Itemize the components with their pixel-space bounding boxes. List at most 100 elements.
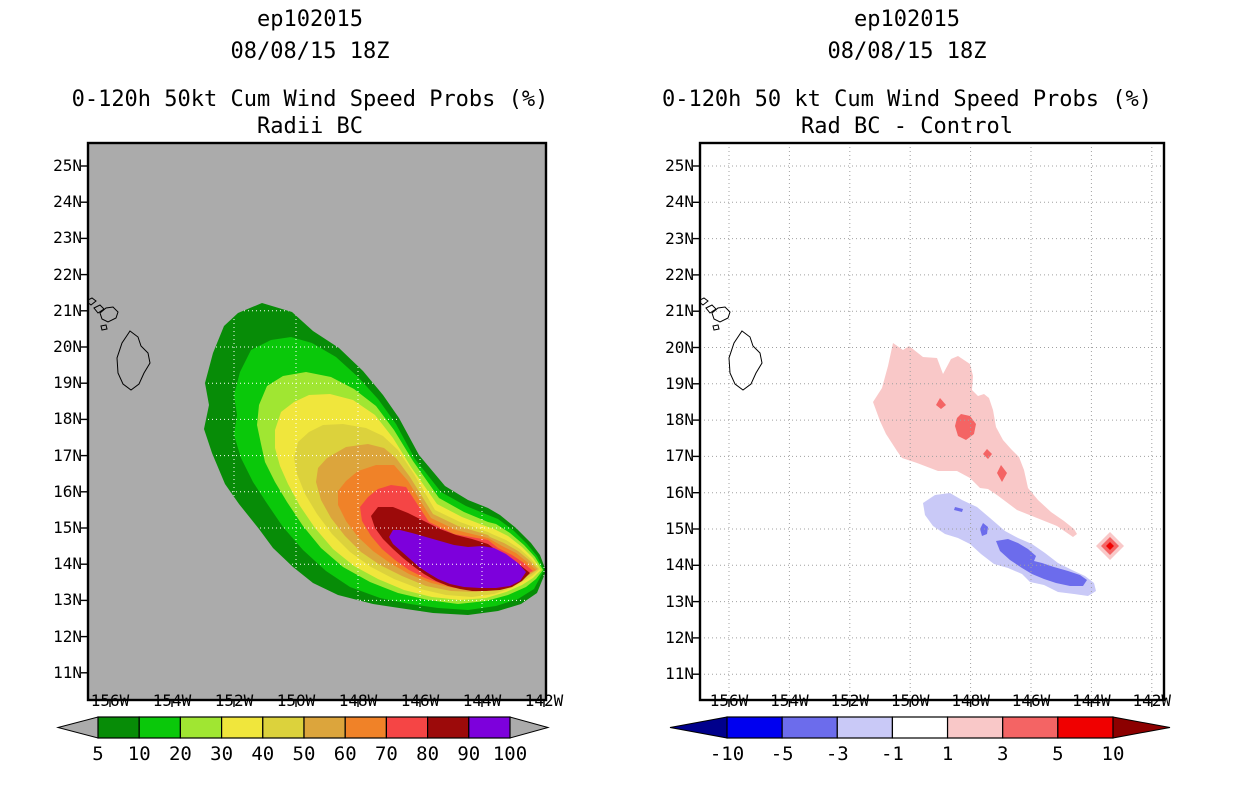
colorbar-label: -3 [826,743,849,765]
coastline-maui [711,306,731,323]
colorbar-label: 5 [1052,743,1063,765]
colorbar-right: -10 -5 -3 -1 1 3 5 10 [669,716,1171,765]
colorbar-cell [344,716,388,739]
contour-region-level--3 [996,539,1087,586]
colorbar-cell [262,716,305,739]
lon-tick-label: 148W [338,691,378,710]
colorbar-label: 50 [293,743,316,765]
colorbar-under-arrow [669,716,728,739]
lat-tick-label: 18N [53,409,82,429]
colorbar-label: 10 [128,743,151,765]
lat-tick-label: 11N [53,662,82,682]
lat-tick-label: 25N [665,156,694,175]
experiment-subtitle: Rad BC - Control [801,114,1013,139]
contour-region-level-90 [389,530,526,588]
lon-tick-label: 156W [709,691,749,710]
lat-tick-label: 23N [665,228,694,248]
probs-subtitle: 0-120h 50kt Cum Wind Speed Probs (%) [71,87,549,112]
colorbar-cell [726,716,783,739]
colorbar-cell [836,716,894,739]
colorbar-label: 20 [169,743,192,765]
coastline-kahoolawe [100,324,108,331]
contour-region-level--3 [954,507,963,512]
lon-tick-label: 146W [1011,691,1051,710]
lon-tick-label: 154W [770,691,809,710]
colorbar-cell [427,716,470,739]
colorbar-label: 30 [210,743,233,765]
colorbar-label: -10 [710,743,744,765]
lat-tick-label: 16N [53,481,82,501]
lon-tick-label: 146W [400,691,440,710]
lat-tick-label: 24N [53,192,82,212]
panel-left: ep102015 08/08/15 18Z 0-120h 50kt Cum Wi… [53,7,564,766]
colorbar-cell [468,716,511,739]
colorbar-label: 5 [92,743,103,765]
colorbar-cell [138,716,181,739]
colorbar-cell [781,716,838,739]
lat-tick-label: 15N [665,519,694,538]
map-right [693,141,1166,707]
probs-subtitle: 0-120h 50 kt Cum Wind Speed Probs (%) [661,87,1153,112]
lon-tick-label: 152W [830,691,870,710]
storm-id-title: ep102015 [257,7,363,32]
map-border [698,141,1166,702]
panel-right: ep102015 08/08/15 18Z 0-120h 50 kt Cum W… [618,0,1236,800]
lat-tick-label: 22N [665,264,694,284]
colorbar-cell [303,716,346,739]
map-border [86,141,548,702]
lat-tick-label: 20N [665,337,694,357]
grid-lines [700,143,1164,700]
colorbar-cell [946,716,1004,739]
lat-tick-label: 19N [665,373,694,393]
colorbar-over-arrow [509,716,550,739]
lat-tick-label: 17N [53,445,82,465]
lon-tick-label: 142W [524,691,564,710]
lat-tick-label: 25N [53,156,82,175]
colorbar-cell [179,716,223,739]
lat-tick-label: 11N [665,664,694,684]
lon-tick-label: 144W [1072,691,1111,710]
lat-tick-label: 14N [53,554,82,574]
colorbar-label: 80 [416,743,439,765]
coastline-west-maui-islet [700,297,709,306]
lon-tick-label: 144W [462,691,502,710]
colorbar-left: 5 10 20 30 40 50 60 70 80 90 100 [56,716,550,765]
coastline-big-island [728,330,763,391]
colorbar-under-arrow [56,716,99,739]
colorbar-label: 100 [493,743,527,765]
lat-tick-label: 12N [665,627,694,647]
init-time-title: 08/08/15 18Z [230,39,390,64]
storm-id-title: ep102015 [854,7,960,32]
contour-region-level-1 [873,343,1077,537]
colorbar-cell [1057,716,1114,739]
coastline-lanai [93,304,105,314]
colorbar-label: 60 [334,743,357,765]
lat-tick-label: 21N [53,300,82,320]
lat-tick-label: 15N [53,518,82,537]
lat-tick-label: 13N [665,591,694,611]
colorbar-label: 70 [375,743,398,765]
init-time-title: 08/08/15 18Z [827,39,987,64]
lat-tick-label: 17N [665,446,694,466]
map-left [81,141,548,707]
coastline-big-island [116,330,151,391]
lat-tick-label: 12N [53,626,82,646]
contour-region-level-3 [936,398,946,409]
lat-tick-label: 23N [53,228,82,248]
lat-tick-label: 22N [53,264,82,284]
colorbar-cell [221,716,264,739]
lon-tick-label: 154W [152,691,192,710]
colorbar-label: 90 [457,743,480,765]
lat-tick-label: 14N [665,555,694,575]
coastline-kahoolawe [712,324,720,331]
colorbar-label: 10 [1102,743,1125,765]
lat-tick-label: 21N [665,301,694,321]
lat-tick-label: 20N [53,337,82,356]
contour-region-level-3 [983,449,992,459]
contour-region-level-3 [997,465,1007,482]
colorbar-cell [385,716,429,739]
coastline-maui [99,306,119,323]
colorbar-cell [1002,716,1059,739]
lat-tick-label: 24N [665,192,694,212]
